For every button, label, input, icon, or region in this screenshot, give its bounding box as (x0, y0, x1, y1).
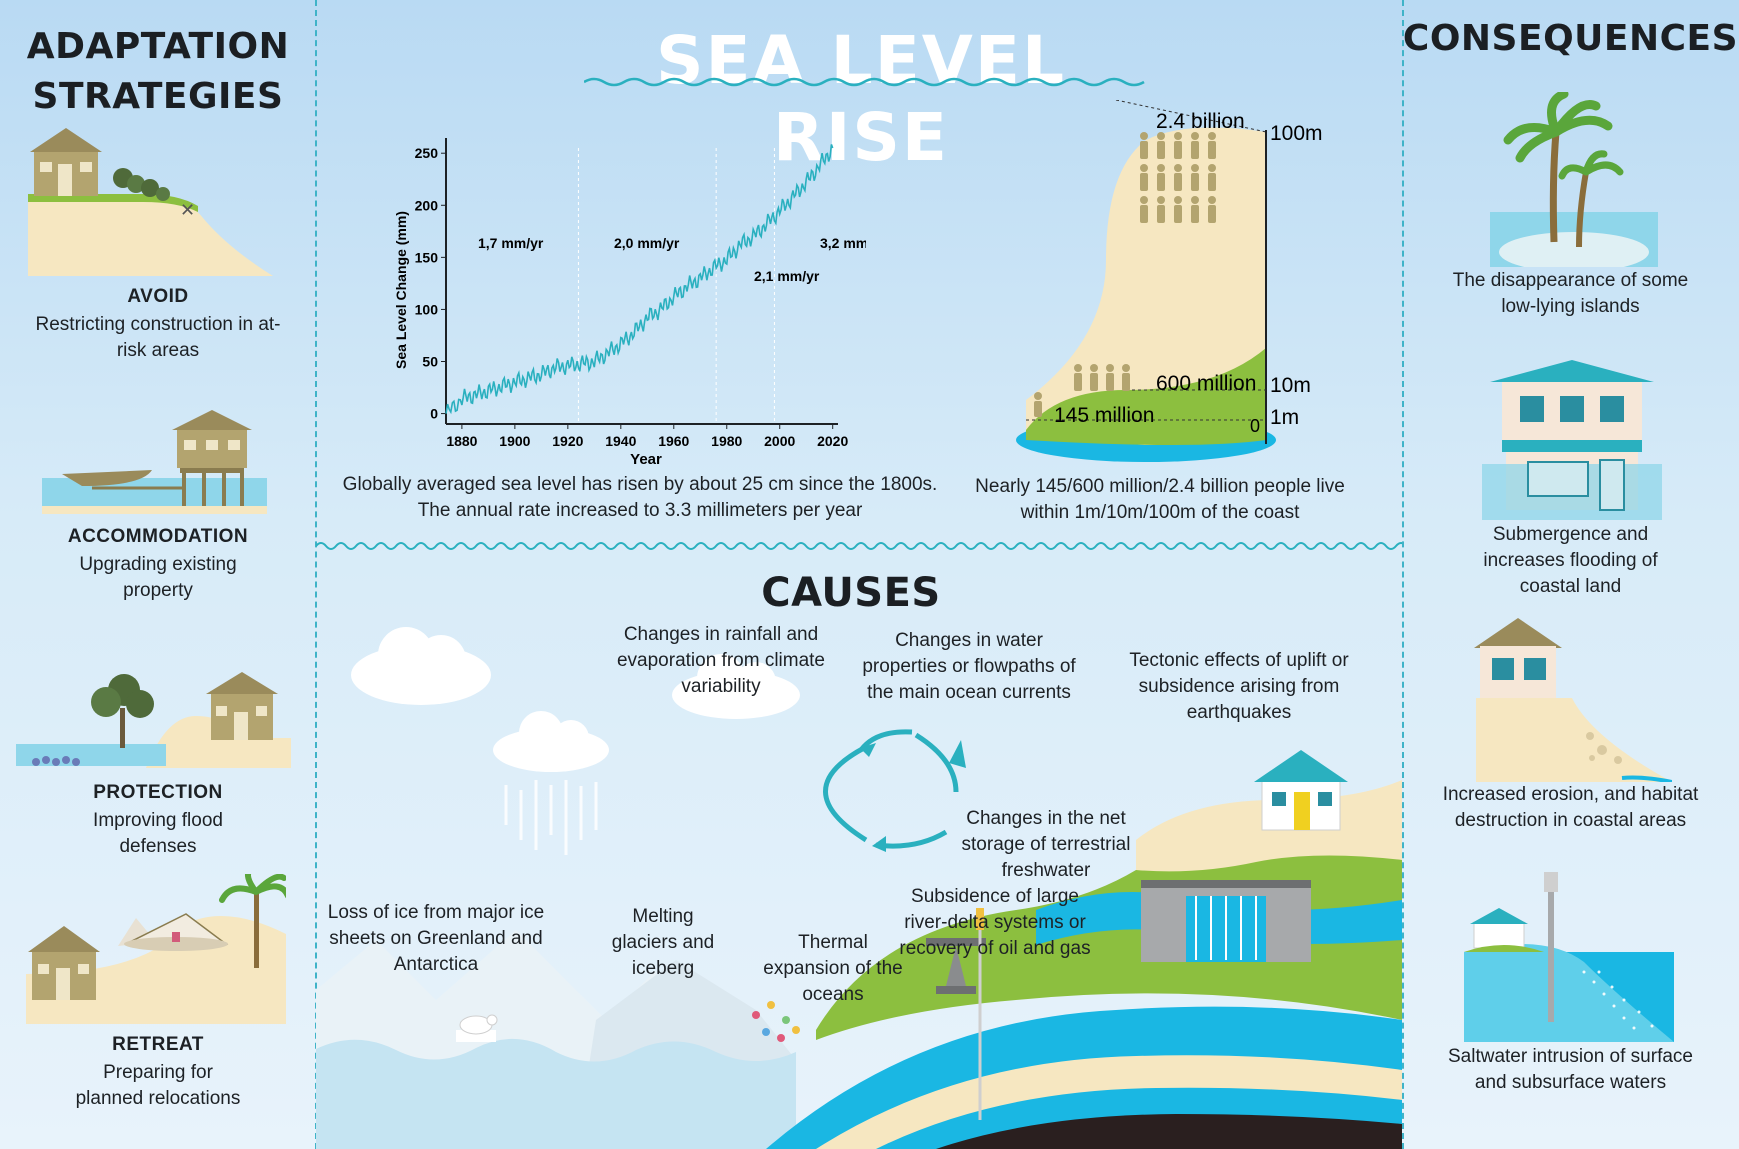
strategy-retreat: RETREAT Preparing for planned relocation… (0, 1034, 316, 1112)
strategy-desc: Upgrading existing property (79, 554, 237, 601)
strategy-protection: PROTECTION Improving flood defenses (0, 782, 316, 860)
dam-icon (1141, 880, 1311, 962)
saltwater-intrusion-icon (1464, 872, 1674, 1042)
adaptation-heading-line2: STRATEGIES (32, 76, 284, 117)
x-tick-label: 1900 (499, 433, 530, 449)
chart-gridlines (577, 148, 775, 424)
cause-ice-sheets: Loss of ice from major ice sheets on Gre… (327, 902, 545, 975)
x-tick-label: 1880 (446, 433, 477, 449)
title-wave (584, 77, 1145, 87)
people-icons-2-4-billion (1140, 132, 1216, 223)
y-tick-label: 50 (422, 354, 438, 370)
population-caption: Nearly 145/600 million/2.4 billion peopl… (960, 474, 1360, 526)
oil-pump-icon (926, 908, 986, 1120)
avoid-illustration: ✕ (28, 128, 273, 276)
y-tick-label: 200 (415, 197, 439, 213)
people-icons-600-million (1074, 364, 1130, 391)
population-caption-line2: within 1m/10m/100m of the coast (1020, 502, 1300, 523)
cycle-arrows-icon (823, 729, 959, 849)
x-axis-label: Year (630, 451, 662, 468)
consequences-heading: CONSEQUENCES (1402, 18, 1739, 59)
x-tick-label: 1960 (658, 433, 689, 449)
rate-annotation-2: 2,0 mm/yr (614, 235, 680, 251)
eroding-house-icon (1474, 618, 1672, 782)
height-0: 0 (1250, 416, 1260, 436)
ice-floe (456, 1030, 496, 1042)
height-10m: 10m (1270, 374, 1311, 397)
height-100m: 100m (1270, 122, 1323, 145)
y-tick-label: 250 (415, 145, 439, 161)
consequence-erosion: Increased erosion, and habitat destructi… (1442, 784, 1699, 831)
y-axis-label: Sea Level Change (mm) (393, 211, 409, 369)
chart-caption-line1: Globally averaged sea level has risen by… (342, 474, 938, 495)
polar-bear-icon (459, 1014, 498, 1035)
strategy-desc: Preparing for planned relocations (75, 1062, 241, 1109)
consequence-island-disappearance: The disappearance of some low-lying isla… (1452, 270, 1689, 317)
cause-tectonic: Tectonic effects of uplift or subsidence… (1129, 650, 1349, 723)
population-caption-line1: Nearly 145/600 million/2.4 billion peopl… (975, 476, 1345, 497)
molecule-icon (752, 1001, 800, 1042)
label-2-4-billion: 2.4 billion (1156, 110, 1245, 133)
consequences-panel: CONSEQUENCES The disappearance of some l… (1402, 0, 1739, 1149)
rate-annotation-4: 3,2 mm/yr (820, 235, 866, 251)
adaptation-panel: ADAPTATION STRATEGIES ✕ AVOID Restrictin… (0, 0, 316, 1149)
chart-caption: Globally averaged sea level has risen by… (310, 472, 970, 524)
x-tick-label: 1940 (605, 433, 636, 449)
retreat-illustration (26, 874, 286, 1024)
causes-landscape (316, 627, 1402, 1149)
label-600-million: 600 million (1156, 372, 1256, 395)
cause-thermal-expansion: Thermal expansion of the oceans (763, 932, 903, 1005)
cause-ocean-currents: Changes in water properties or flowpaths… (862, 630, 1076, 703)
rate-annotation-1: 1,7 mm/yr (478, 235, 544, 251)
cliff-house-icon (1254, 750, 1348, 831)
center-panel: SEA LEVEL RISE 0 50 100 150 200 250 1880 1900 1… (316, 0, 1402, 1149)
x-tick-label: 1980 (711, 433, 742, 449)
strategy-title: ACCOMMODATION (67, 526, 249, 547)
consequence-saltwater-intrusion: Saltwater intrusion of surface and subsu… (1447, 1046, 1693, 1093)
cloud-icons (351, 627, 800, 772)
coastal-population-diagram: 2.4 billion 600 million 145 million 100m… (1016, 100, 1323, 462)
strategy-accommodation: ACCOMMODATION Upgrading existing propert… (0, 526, 316, 604)
rate-annotation-3: 2,1 mm/yr (754, 268, 820, 284)
adaptation-heading: ADAPTATION STRATEGIES (0, 22, 316, 122)
cause-freshwater-storage: Changes in the net storage of terrestria… (961, 808, 1131, 881)
people-icon-145-million (1034, 392, 1042, 417)
left-divider (315, 0, 317, 1149)
accommodation-illustration (42, 410, 267, 514)
cause-glaciers: Melting glaciers and iceberg (611, 906, 715, 979)
flooded-house-icon (1482, 360, 1662, 520)
label-145-million: 145 million (1054, 404, 1154, 427)
strategy-desc: Improving flood defenses (93, 810, 223, 857)
x-tick-label: 2000 (764, 433, 795, 449)
causes-heading: CAUSES (761, 570, 941, 616)
cause-delta-subsidence: Subsidence of large river-delta systems … (899, 886, 1091, 959)
strategy-desc: Restricting construction in at-risk area… (35, 314, 281, 361)
rain-icon (504, 780, 598, 855)
x-tick-label: 2020 (817, 433, 848, 449)
y-tick-label: 150 (415, 249, 439, 265)
protection-illustration (16, 672, 291, 768)
y-tick-label: 0 (430, 406, 438, 422)
cause-rainfall: Changes in rainfall and evaporation from… (616, 624, 826, 697)
sea-level-chart: 0 50 100 150 200 250 1880 1900 1920 1940 1960 1980… (393, 138, 866, 468)
strategy-title: PROTECTION (93, 782, 223, 803)
adaptation-heading-line1: ADAPTATION (26, 26, 290, 67)
strategy-title: AVOID (127, 286, 189, 307)
right-divider (1402, 0, 1404, 1149)
strategy-title: RETREAT (112, 1034, 204, 1055)
svg-text:✕: ✕ (180, 200, 195, 220)
section-wave-divider (316, 542, 1402, 550)
sea-level-series-line (445, 144, 834, 415)
main-title: SEA LEVEL RISE (655, 22, 1067, 176)
consequence-flooding: Submergence and increases flooding of co… (1483, 524, 1658, 597)
chart-caption-line2: The annual rate increased to 3.3 millime… (417, 500, 863, 521)
height-1m: 1m (1270, 406, 1299, 429)
x-tick-label: 1920 (552, 433, 583, 449)
island-palm-icon (1490, 92, 1658, 267)
y-tick-label: 100 (415, 301, 439, 317)
strategy-avoid: AVOID Restricting construction in at-ris… (0, 286, 316, 364)
